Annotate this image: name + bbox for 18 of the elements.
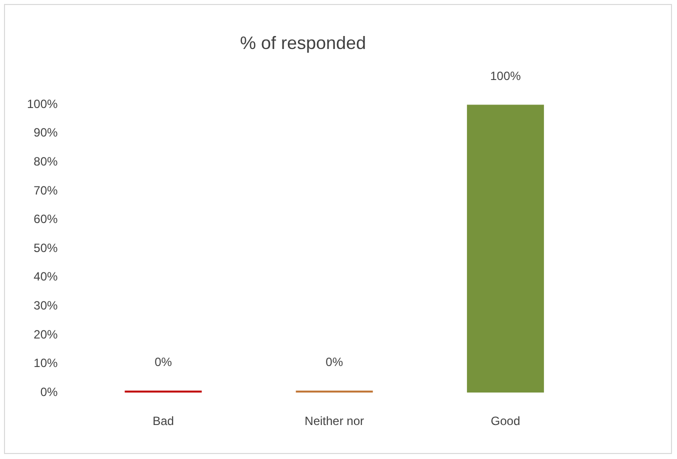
x-tick-label: Good bbox=[490, 414, 520, 428]
y-tick-label: 30% bbox=[34, 298, 58, 313]
data-label: 0% bbox=[154, 354, 172, 369]
y-tick-label: 0% bbox=[40, 384, 58, 399]
x-tick-label: Bad bbox=[152, 414, 174, 428]
data-label: 100% bbox=[490, 68, 522, 83]
data-label: 0% bbox=[326, 354, 344, 369]
y-tick-label: 20% bbox=[34, 327, 58, 342]
chart-title: % of responded bbox=[240, 32, 366, 53]
y-tick-label: 100% bbox=[26, 96, 58, 111]
y-tick-label: 40% bbox=[34, 270, 58, 284]
y-tick-label: 90% bbox=[34, 126, 58, 140]
x-tick-label: Neither nor bbox=[304, 414, 364, 428]
y-tick-label: 60% bbox=[34, 212, 58, 226]
y-tick-label: 70% bbox=[34, 183, 58, 198]
y-tick-label: 50% bbox=[34, 240, 58, 255]
y-tick-label: 80% bbox=[34, 154, 58, 169]
y-tick-label: 10% bbox=[34, 356, 58, 370]
